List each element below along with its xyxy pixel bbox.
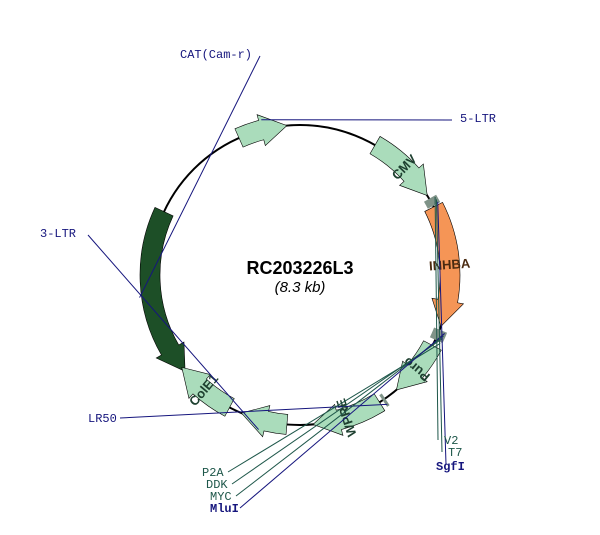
callout-mlui_co: MluI xyxy=(210,502,239,516)
callout-ltr3_co: 3-LTR xyxy=(40,227,76,241)
plasmid-name: RC203226L3 xyxy=(246,258,353,279)
callout-cat_co: CAT(Cam-r) xyxy=(180,48,252,62)
plasmid-size: (8.3 kb) xyxy=(246,279,353,296)
feature-label-inhba: INHBA xyxy=(429,256,472,274)
callout-t7_co: T7 xyxy=(448,446,462,460)
callout-ltr5_co: 5-LTR xyxy=(460,112,496,126)
feature-cat xyxy=(140,207,185,371)
callout-line-cat_co xyxy=(140,56,260,298)
plasmid-center-title: RC203226L3 (8.3 kb) xyxy=(246,258,353,296)
callout-sgfi_co: SgfI xyxy=(436,460,465,474)
callout-line-ltr3_co xyxy=(88,235,259,430)
callout-lr50_co: LR50 xyxy=(88,412,117,426)
